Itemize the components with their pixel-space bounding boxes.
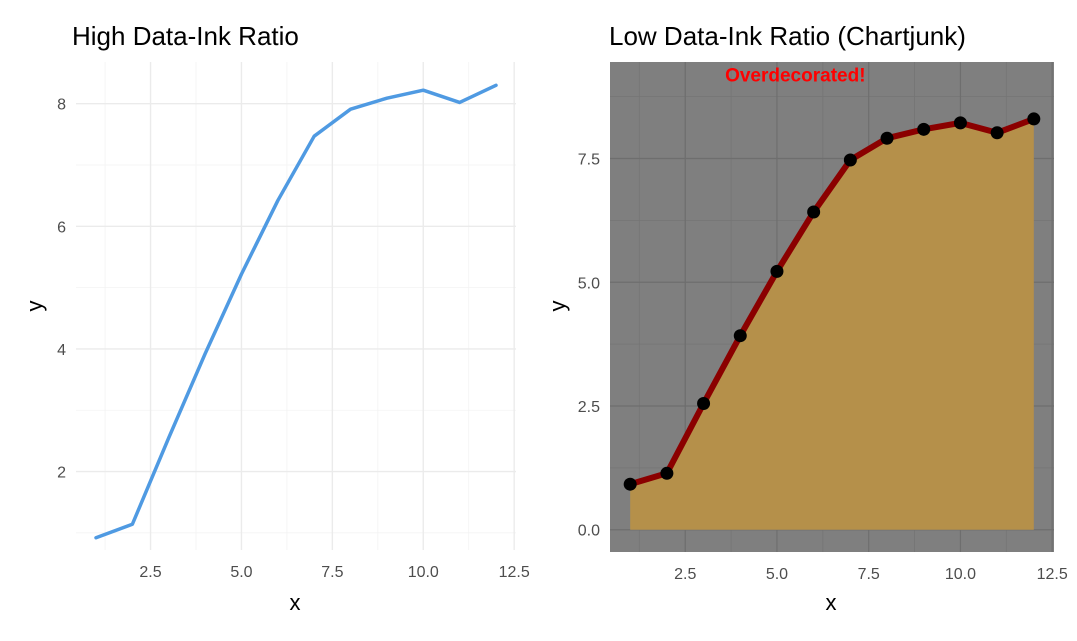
right-chart-title: Low Data-Ink Ratio (Chartjunk) [609,21,966,51]
data-point [917,122,931,136]
left-x-axis-label: x [290,590,301,615]
x-tick-label: 2.5 [674,566,696,583]
left-chart-title: High Data-Ink Ratio [72,21,299,51]
x-tick-label: 12.5 [499,564,530,581]
series-line [94,83,498,540]
right-y-axis-label: y [545,301,570,312]
x-tick-label: 7.5 [858,566,880,583]
left-y-tick-labels: 2 4 6 8 [57,97,66,482]
y-tick-label: 4 [57,342,66,359]
data-point [733,329,747,343]
data-point [843,153,857,167]
right-x-axis-label: x [826,590,837,615]
x-tick-label: 7.5 [321,564,343,581]
data-point [623,477,637,491]
series-area-fill [630,118,1034,530]
left-grid [76,62,516,550]
x-tick-label: 2.5 [139,564,161,581]
data-point [880,131,894,145]
data-point [697,397,711,411]
y-tick-label: 6 [57,219,66,236]
data-point [1027,112,1041,126]
data-point [953,116,967,130]
y-tick-label: 5.0 [578,275,600,292]
y-tick-label: 7.5 [578,152,600,169]
data-point [660,466,674,480]
data-point [807,205,821,219]
right-marks [623,112,1041,530]
data-point [990,126,1004,140]
x-tick-label: 5.0 [230,564,252,581]
right-y-tick-labels: 0.0 2.5 5.0 7.5 [578,152,600,540]
left-x-tick-labels: 2.5 5.0 7.5 10.0 12.5 [139,564,529,581]
y-tick-label: 2.5 [578,399,600,416]
left-y-axis-label: y [22,301,47,312]
y-tick-label: 2 [57,465,66,482]
right-annotation: Overdecorated! [725,65,865,86]
y-tick-label: 8 [57,97,66,114]
data-point [770,264,784,278]
y-tick-label: 0.0 [578,523,600,540]
x-tick-label: 10.0 [945,566,976,583]
left-chart: High Data-Ink Ratio 2.5 5.0 7.5 10.0 12.5 2 4… [22,21,530,615]
x-tick-label: 5.0 [766,566,788,583]
left-marks [94,83,498,540]
x-tick-label: 10.0 [408,564,439,581]
x-tick-label: 12.5 [1037,566,1068,583]
right-chart: Low Data-Ink Ratio (Chartjunk) Overdecor… [545,21,1068,615]
right-x-tick-labels: 2.5 5.0 7.5 10.0 12.5 [674,566,1068,583]
